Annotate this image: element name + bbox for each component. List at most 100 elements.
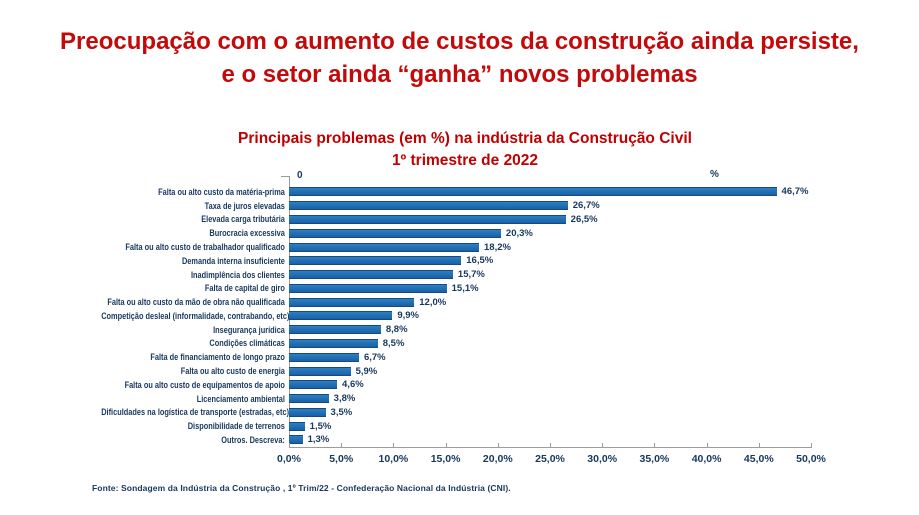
- bar-track: 16,5%: [289, 254, 900, 268]
- bar-track: 12,0%: [289, 295, 900, 309]
- category-label: Inadimplência dos clientes: [190, 269, 285, 280]
- plot-area: 0 % Falta ou alto custo da matéria-prima…: [60, 169, 900, 465]
- x-axis-tick: [811, 443, 812, 447]
- bar-track: 18,2%: [289, 240, 900, 254]
- bar-track: 3,5%: [289, 406, 900, 420]
- unit-label: %: [710, 169, 719, 180]
- bar-row: Inadimplência dos clientes 15,7%: [60, 268, 900, 282]
- bar: [289, 214, 566, 224]
- chart-title-block: Principais problemas (em %) na indústria…: [60, 128, 870, 172]
- value-label: 4,6%: [342, 379, 364, 391]
- bar: [289, 325, 381, 335]
- x-tick-label: 45,0%: [743, 453, 774, 465]
- category-label: Elevada carga tributária: [201, 214, 285, 225]
- value-label: 3,5%: [330, 406, 353, 418]
- value-label: 8,8%: [385, 324, 408, 336]
- x-axis-tick: [706, 443, 708, 447]
- bar-track: 5,9%: [289, 364, 900, 378]
- x-tick-label: 35,0%: [639, 453, 670, 465]
- bar-row: Falta ou alto custo de trabalhador quali…: [60, 240, 900, 254]
- bar-row: Disponibilidade de terrenos 1,5%: [60, 419, 900, 433]
- category-label: Falta de financiamento de longo prazo: [150, 352, 285, 363]
- bar-track: 1,3%: [289, 433, 900, 447]
- category-label: Demanda interna insuficiente: [181, 255, 285, 266]
- x-axis-tick: [393, 443, 395, 447]
- bar-track: 8,8%: [289, 323, 900, 337]
- x-tick-label: 50,0%: [796, 453, 826, 465]
- value-label: 1,5%: [309, 420, 332, 432]
- value-label: 6,7%: [363, 351, 386, 363]
- x-tick-label: 25,0%: [535, 453, 565, 465]
- value-label: 9,9%: [397, 310, 419, 322]
- bar-row: Taxa de juros elevadas 26,7%: [60, 199, 900, 213]
- x-tick-label: 5,0%: [329, 453, 354, 465]
- category-label: Insegurança jurídica: [213, 324, 285, 335]
- x-axis-tick: [550, 443, 551, 447]
- x-tick-label: 30,0%: [587, 453, 618, 465]
- bar: [289, 201, 568, 211]
- bar-track: 26,5%: [289, 213, 900, 227]
- value-label: 15,1%: [451, 282, 479, 294]
- bar-track: 1,5%: [289, 419, 900, 433]
- value-label: 8,5%: [382, 337, 405, 349]
- category-label: Falta ou alto custo de trabalhador quali…: [125, 242, 285, 253]
- category-label: Taxa de juros elevadas: [204, 200, 285, 211]
- bar: [289, 228, 501, 238]
- bar-row: Condições climáticas 8,5%: [60, 337, 900, 351]
- x-tick-label: 20,0%: [482, 453, 513, 465]
- bar-row: Insegurança jurídica 8,8%: [60, 323, 900, 337]
- value-label: 46,7%: [781, 186, 809, 198]
- bar-row: Falta de capital de giro 15,1%: [60, 281, 900, 295]
- value-label: 26,5%: [570, 213, 598, 225]
- value-label: 3,8%: [333, 393, 356, 405]
- bar: [289, 352, 359, 362]
- x-axis-tick: [445, 443, 447, 447]
- x-tick-label: 0,0%: [277, 453, 301, 465]
- category-label: Dificuldades na logística de transporte …: [101, 407, 290, 418]
- category-label: Outros. Descreva:: [221, 434, 285, 445]
- category-label: Competição desleal (informalidade, contr…: [101, 310, 290, 321]
- x-axis-tick: [758, 443, 760, 447]
- bar-row: Burocracia excessiva 20,3%: [60, 226, 900, 240]
- bar: [289, 311, 393, 321]
- value-label: 1,3%: [307, 434, 330, 446]
- x-axis-tick: [341, 443, 343, 447]
- category-label: Burocracia excessiva: [209, 228, 285, 239]
- category-label: Condições climáticas: [209, 338, 285, 349]
- chart-subtitle: 1º trimestre de 2022: [391, 152, 539, 169]
- x-axis-tick: [654, 443, 656, 447]
- category-label: Falta ou alto custo da matéria-prima: [158, 186, 285, 197]
- value-label: 15,7%: [457, 269, 485, 281]
- value-label: 26,7%: [572, 200, 600, 212]
- bar-track: 26,7%: [289, 199, 900, 213]
- bar-track: 46,7%: [289, 185, 900, 199]
- slide-title: Preocupação com o aumento de custos da c…: [60, 28, 859, 88]
- value-label: 20,3%: [505, 227, 533, 239]
- bar-rows: Falta ou alto custo da matéria-prima 46,7…: [60, 185, 900, 447]
- bar: [289, 338, 378, 348]
- value-label: 5,9%: [355, 365, 378, 377]
- bar: [289, 435, 303, 445]
- bar-track: 20,3%: [289, 226, 900, 240]
- category-label: Disponibilidade de terrenos: [187, 421, 285, 432]
- bar-row: Falta ou alto custo de equipamentos de a…: [60, 378, 900, 392]
- category-label: Licenciamento ambiental: [196, 393, 285, 404]
- bar-track: 3,8%: [289, 392, 900, 406]
- bar-track: 8,5%: [289, 337, 900, 351]
- category-label: Falta ou alto custo da mão de obra não q…: [107, 297, 285, 308]
- category-label: Falta ou alto custo de energia: [180, 366, 285, 377]
- bar: [289, 283, 447, 293]
- bar: [289, 380, 338, 390]
- bar: [289, 242, 479, 252]
- bar-track: 15,7%: [289, 268, 900, 282]
- bar-track: 4,6%: [289, 378, 900, 392]
- bar: [289, 394, 329, 404]
- bar: [289, 256, 462, 266]
- bar-track: 15,1%: [289, 281, 900, 295]
- x-axis-tick: [289, 443, 290, 447]
- x-axis-tick: [497, 443, 499, 447]
- bar-row: Dificuldades na logística de transporte …: [60, 406, 900, 420]
- source-note: Fonte: Sondagem da Indústria da Construç…: [92, 483, 511, 493]
- value-label: 12,0%: [419, 296, 447, 308]
- category-label: Falta de capital de giro: [204, 283, 285, 294]
